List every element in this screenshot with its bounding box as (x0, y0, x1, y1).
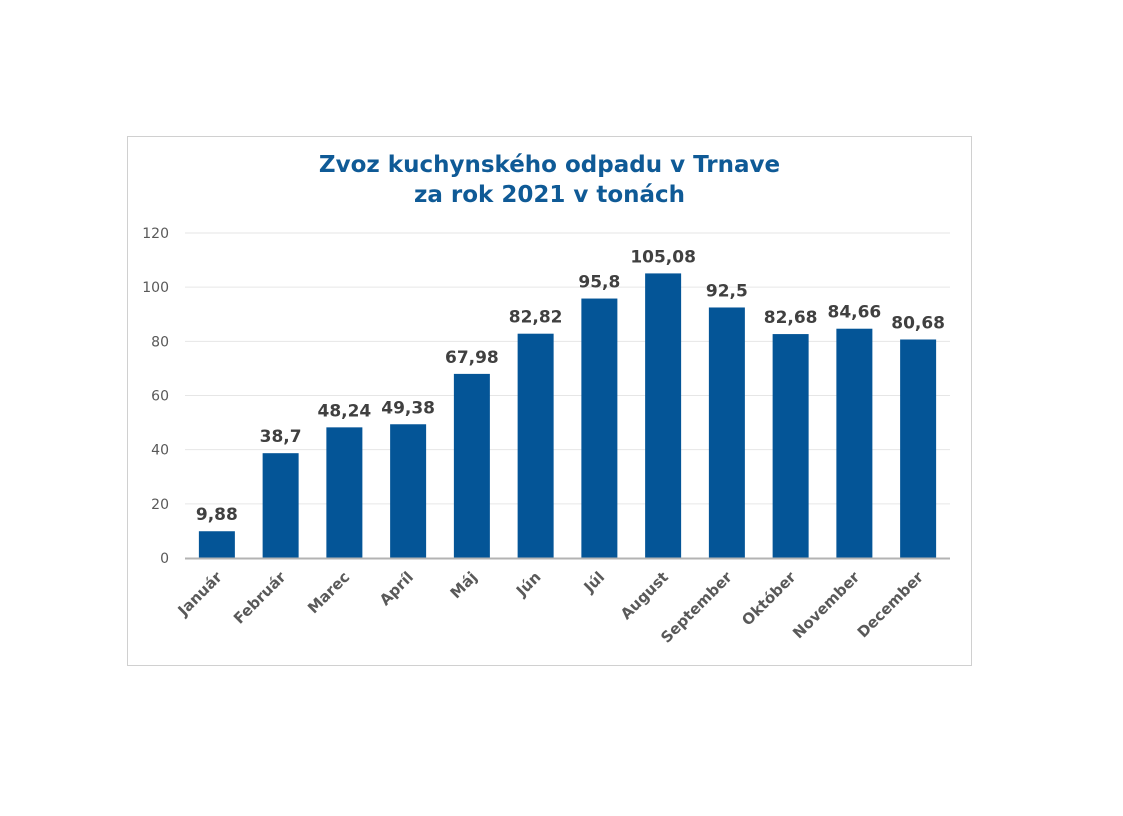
bar (836, 328, 873, 558)
y-tick-label: 80 (151, 334, 169, 350)
x-tick-label: Február (230, 568, 290, 628)
x-tick-label: November (789, 568, 863, 642)
data-label: 95,8 (578, 273, 620, 293)
data-label: 82,68 (764, 308, 818, 328)
data-label: 48,24 (317, 401, 371, 421)
bar (581, 298, 618, 558)
bar (326, 427, 363, 558)
bar (517, 333, 554, 558)
x-tick-label: Január (174, 568, 226, 620)
data-label: 82,82 (509, 308, 563, 328)
x-tick-label: Jún (512, 568, 544, 600)
bar (198, 531, 235, 558)
data-label: 84,66 (827, 303, 881, 323)
x-tick-label: December (854, 568, 928, 642)
y-tick-label: 40 (151, 443, 169, 459)
bar (900, 339, 937, 558)
data-label: 105,08 (630, 247, 696, 267)
x-tick-label: August (617, 568, 672, 623)
bar (453, 373, 490, 558)
bar (390, 424, 427, 558)
y-tick-label: 100 (142, 280, 169, 296)
x-tick-label: Október (738, 568, 800, 630)
chart-title: Zvoz kuchynského odpadu v Trnave za rok … (127, 150, 972, 210)
y-tick-label: 20 (151, 497, 169, 513)
y-tick-label: 120 (142, 226, 169, 242)
chart-title-line-1: Zvoz kuchynského odpadu v Trnave (318, 152, 781, 178)
x-tick-label: Apríl (376, 568, 417, 609)
bar (262, 453, 299, 558)
y-tick-label: 60 (151, 389, 169, 405)
x-tick-label: Marec (304, 568, 353, 617)
data-label: 9,88 (196, 505, 238, 525)
data-label: 67,98 (445, 348, 499, 368)
data-label: 49,38 (381, 398, 435, 418)
chart-title-line-2: za rok 2021 v tonách (413, 182, 686, 208)
bar (645, 273, 682, 558)
bar (708, 307, 745, 558)
x-tick-label: Máj (447, 568, 481, 602)
y-tick-label: 0 (160, 551, 169, 567)
bar (772, 334, 809, 558)
data-label: 92,5 (706, 281, 748, 301)
data-label: 38,7 (260, 427, 302, 447)
x-tick-label: Júl (580, 568, 609, 597)
data-label: 80,68 (891, 313, 945, 333)
